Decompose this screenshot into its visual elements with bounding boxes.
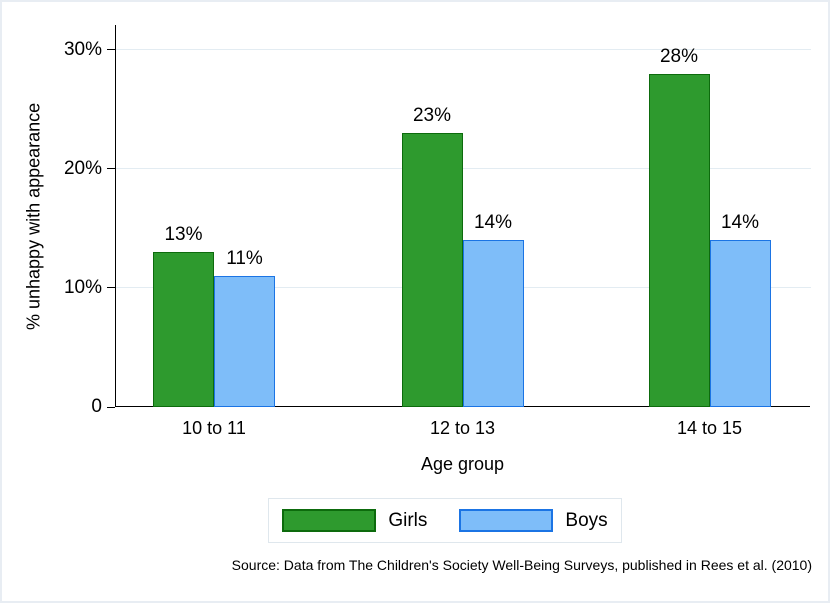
- legend: Girls Boys: [268, 498, 622, 543]
- legend-item-girls: Girls: [282, 509, 427, 532]
- gridline: [116, 49, 811, 51]
- x-tick-label: 14 to 15: [676, 418, 743, 438]
- bar-girls-10-to-11: [153, 252, 214, 407]
- y-axis-tick: [107, 287, 115, 289]
- girls-swatch-icon: [282, 509, 377, 532]
- y-tick-label: 20%: [63, 157, 102, 179]
- bar-girls-14-to-15: [648, 73, 710, 407]
- bar-value-label: 28%: [659, 45, 699, 67]
- y-tick-label: 30%: [63, 38, 102, 60]
- boys-swatch-icon: [459, 509, 554, 532]
- y-tick-label: 10%: [63, 276, 102, 298]
- bar-value-label: 11%: [226, 248, 263, 270]
- bar-value-label: 23%: [412, 105, 452, 127]
- bar-value-label: 14%: [720, 212, 760, 234]
- source-note: Source: Data from The Children's Society…: [231, 557, 812, 573]
- bar-value-label: 13%: [164, 224, 203, 246]
- bar-girls-12-to-13: [401, 133, 463, 407]
- bar-value-label: 14%: [473, 212, 513, 234]
- y-axis-title: % unhappy with appearance: [23, 102, 44, 330]
- y-axis-tick: [107, 168, 115, 170]
- legend-label-boys: Boys: [565, 509, 608, 531]
- x-tick-label: 10 to 11: [182, 418, 246, 438]
- bar-boys-14-to-15: [709, 240, 771, 407]
- legend-label-girls: Girls: [388, 509, 428, 531]
- x-tick-label: 12 to 13: [429, 418, 496, 438]
- legend-item-boys: Boys: [459, 509, 608, 532]
- bar-boys-12-to-13: [462, 240, 524, 407]
- bar-boys-10-to-11: [214, 276, 275, 407]
- y-tick-label: 0: [91, 396, 102, 417]
- plot-area: 0 10% 20% 30% 13% 11% 10 to 11 23% 14% 12 to 13 28…: [64, 25, 811, 438]
- gridline: [116, 168, 811, 170]
- y-axis-tick: [107, 406, 115, 408]
- x-axis-title: Age group: [420, 454, 505, 474]
- y-axis-tick: [107, 49, 115, 51]
